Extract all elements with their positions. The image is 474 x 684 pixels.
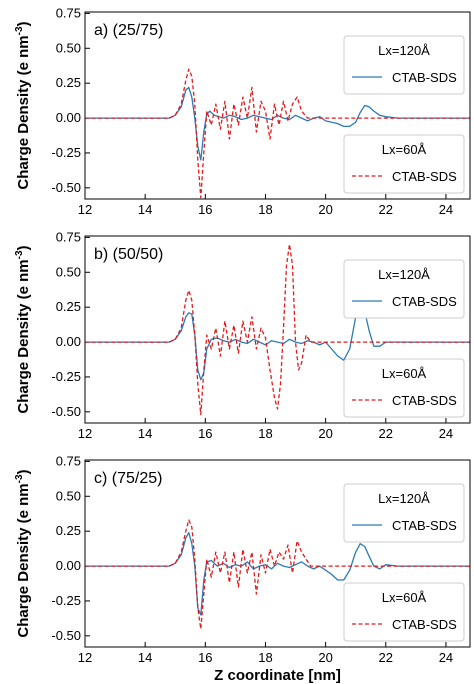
legend-title-top: Lx=120Å (378, 491, 430, 506)
legend-title-top: Lx=120Å (378, 43, 430, 58)
x-tick-label: 14 (138, 426, 152, 441)
series-line-lx60 (85, 243, 470, 416)
x-tick-label: 16 (198, 426, 212, 441)
chart-panel-2: 0.75 0.50 0.25 0.00 -0.25 -0.50 12 14 16 18 20 22 24… (14, 229, 471, 441)
y-tick-label: 0.25 (56, 523, 81, 538)
x-tick-label: 16 (198, 202, 212, 217)
legend-box-top (343, 259, 465, 319)
legend-box-top (343, 35, 465, 95)
legend-box-top (343, 483, 465, 543)
y-tick-label: 0.75 (56, 453, 81, 468)
y-tick-label: 0.75 (56, 229, 81, 244)
y-tick-label: -0.25 (51, 593, 81, 608)
x-tick-label: 18 (258, 202, 272, 217)
x-tick-label: 20 (318, 202, 332, 217)
y-tick-label: -0.25 (51, 145, 81, 160)
y-tick-label: 0.25 (56, 75, 81, 90)
legend-box-bottom (343, 358, 465, 418)
legend-box-bottom (343, 134, 465, 194)
y-axis-title-end: ) (15, 245, 32, 250)
y-axis-title-main: Charge Density (e nm (15, 259, 32, 413)
legend-title-bottom: Lx=60Å (382, 366, 427, 381)
legend-entry-top: CTAB-SDS (392, 70, 457, 85)
y-tick-label: -0.25 (51, 369, 81, 384)
y-tick-label: 0.00 (56, 334, 81, 349)
legend-entry-top: CTAB-SDS (392, 518, 457, 533)
x-tick-label: 12 (78, 426, 92, 441)
y-tick-label: 0.50 (56, 40, 81, 55)
y-axis-title-main: Charge Density (e nm (15, 35, 32, 189)
y-tick-label: -0.50 (51, 404, 81, 419)
y-axis-title: Charge Density (e nm-3) (14, 469, 32, 637)
legend-entry-top: CTAB-SDS (392, 294, 457, 309)
x-tick-label: 22 (379, 426, 393, 441)
x-tick-label: 20 (318, 650, 332, 665)
y-axis-title-end: ) (15, 469, 32, 474)
y-tick-label: 0.50 (56, 264, 81, 279)
y-axis-title: Charge Density (e nm-3) (14, 21, 32, 189)
y-axis-title-sup: -3 (14, 26, 25, 35)
x-axis-title: Z coordinate [nm] (214, 667, 341, 684)
legend-title-bottom: Lx=60Å (382, 142, 427, 157)
y-tick-label: -0.50 (51, 180, 81, 195)
y-tick-label: 0.50 (56, 488, 81, 503)
y-tick-label: 0.25 (56, 299, 81, 314)
plot-frame (84, 11, 471, 200)
y-axis-title-sup: -3 (14, 250, 25, 259)
y-tick-label: 0.00 (56, 558, 81, 573)
panel-label: a) (25/75) (94, 22, 163, 39)
legend-entry-bottom: CTAB-SDS (392, 393, 457, 408)
legend-entry-bottom: CTAB-SDS (392, 617, 457, 632)
legend-title-top: Lx=120Å (378, 267, 430, 282)
y-axis-title: Charge Density (e nm-3) (14, 245, 32, 413)
x-tick-label: 12 (78, 650, 92, 665)
legend-title-bottom: Lx=60Å (382, 590, 427, 605)
x-tick-label: 24 (439, 202, 453, 217)
series-line-lx60 (85, 519, 470, 630)
y-tick-label: -0.50 (51, 628, 81, 643)
x-tick-label: 16 (198, 650, 212, 665)
series-line-lx60 (85, 68, 470, 199)
x-tick-label: 14 (138, 650, 152, 665)
chart-panel-3: 0.75 0.50 0.25 0.00 -0.25 -0.50 12 14 16 18 20 22 24… (14, 453, 471, 684)
x-tick-label: 18 (258, 650, 272, 665)
plot-frame (84, 235, 471, 424)
x-tick-label: 22 (379, 650, 393, 665)
y-axis-title-sup: -3 (14, 474, 25, 483)
panel-label: c) (75/25) (94, 470, 162, 487)
x-tick-label: 12 (78, 202, 92, 217)
legend-box-bottom (343, 582, 465, 642)
panel-label: b) (50/50) (94, 246, 163, 263)
x-tick-label: 18 (258, 426, 272, 441)
x-tick-label: 20 (318, 426, 332, 441)
x-tick-label: 24 (439, 650, 453, 665)
y-tick-label: 0.75 (56, 5, 81, 20)
y-axis-title-main: Charge Density (e nm (15, 483, 32, 637)
y-tick-label: 0.00 (56, 110, 81, 125)
x-tick-label: 24 (439, 426, 453, 441)
legend-entry-bottom: CTAB-SDS (392, 169, 457, 184)
plot-frame (84, 459, 471, 648)
chart-panel-1: 0.75 0.50 0.25 0.00 -0.25 -0.50 12 14 16 18 20 22 24… (14, 5, 471, 217)
y-axis-title-end: ) (15, 21, 32, 26)
x-tick-label: 14 (138, 202, 152, 217)
x-tick-label: 22 (379, 202, 393, 217)
